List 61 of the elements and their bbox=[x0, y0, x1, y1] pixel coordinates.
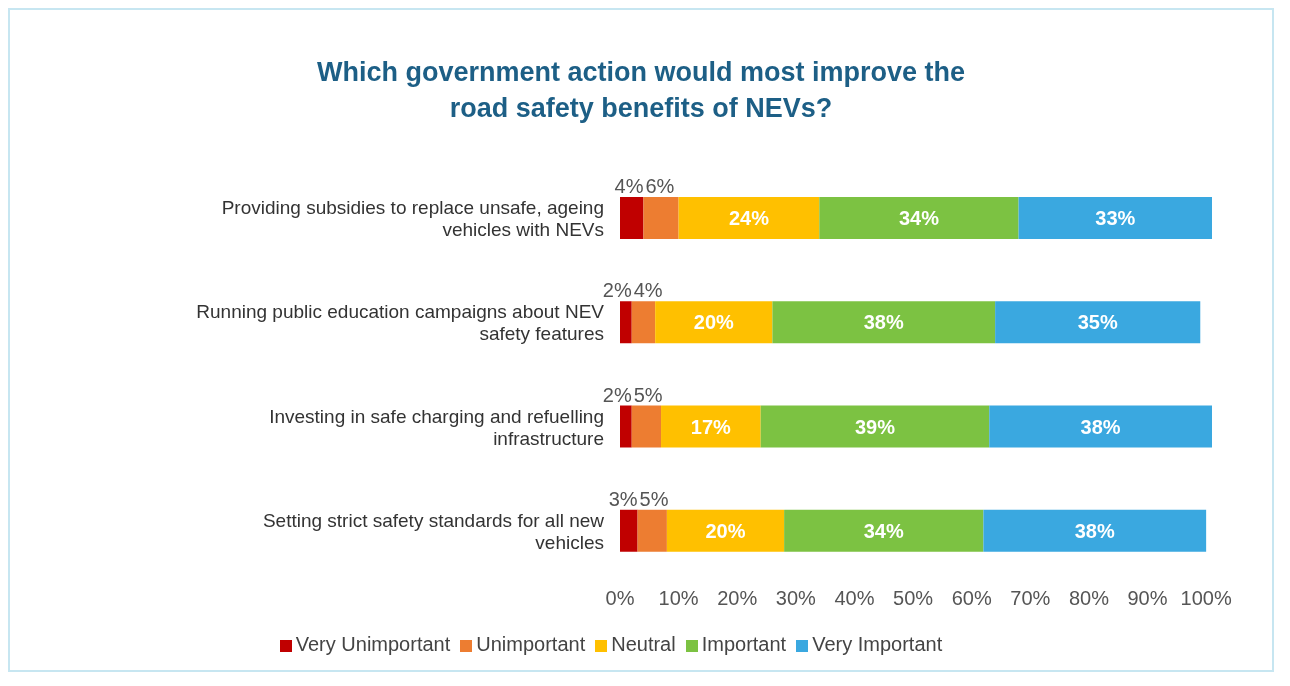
x-tick-label: 30% bbox=[775, 587, 817, 610]
data-label: 2% bbox=[602, 279, 632, 302]
data-label: 24% bbox=[728, 207, 770, 229]
data-label: 38% bbox=[863, 311, 904, 334]
bar bbox=[620, 197, 644, 239]
data-label: 20% bbox=[693, 311, 735, 334]
data-label: 17% bbox=[690, 415, 732, 438]
x-tick-label: 80% bbox=[1068, 587, 1110, 610]
y-tick-label: Setting strict safety standards for all new vehicles bbox=[262, 509, 605, 553]
bar bbox=[983, 509, 1207, 552]
x-tick-label: 20% bbox=[717, 587, 758, 610]
bar bbox=[772, 301, 996, 344]
x-tick-label: 10% bbox=[658, 587, 699, 610]
data-label: 34% bbox=[863, 519, 904, 542]
data-label: 35% bbox=[1077, 311, 1118, 334]
bar bbox=[655, 301, 773, 344]
bar bbox=[661, 405, 761, 448]
data-label: 2% bbox=[602, 383, 632, 406]
bar bbox=[995, 301, 1201, 344]
legend-label: Important bbox=[701, 633, 787, 655]
bar bbox=[666, 509, 785, 552]
data-label: 4% bbox=[614, 175, 644, 197]
y-tick-label: Investing in safe charging and refuelling infrastructure bbox=[269, 405, 604, 449]
data-label: 6% bbox=[645, 175, 675, 197]
bar bbox=[678, 197, 820, 239]
x-tick-label: 50% bbox=[893, 587, 934, 610]
data-label: 3% bbox=[608, 487, 638, 510]
legend-label: Very Important bbox=[812, 633, 943, 655]
chart-title: Which government action would most improve the road safety benefits of NEVs? bbox=[315, 56, 967, 125]
bar bbox=[620, 509, 638, 552]
x-tick-label: 0% bbox=[605, 587, 635, 610]
bar bbox=[819, 197, 1019, 239]
data-label: 38% bbox=[1074, 519, 1115, 542]
bar bbox=[784, 509, 984, 552]
data-label: 5% bbox=[639, 487, 669, 510]
data-label: 34% bbox=[898, 207, 940, 229]
x-tick-label: 70% bbox=[1010, 587, 1051, 610]
legend-label: Very Unimportant bbox=[295, 633, 451, 655]
bar bbox=[760, 405, 990, 448]
x-tick-label: 90% bbox=[1127, 587, 1168, 610]
data-label: 4% bbox=[633, 279, 663, 302]
legend-label: Unimportant bbox=[476, 633, 586, 655]
x-tick-label: 40% bbox=[834, 587, 875, 610]
bar bbox=[620, 405, 632, 448]
data-label: 39% bbox=[854, 415, 896, 438]
bar bbox=[620, 301, 632, 344]
y-tick-label: Running public education campaigns about NEV safety features bbox=[196, 300, 605, 344]
y-tick-label: Providing subsidies to replace unsafe, ageing vehicles with NEVs bbox=[221, 196, 604, 240]
x-tick-label: 100% bbox=[1180, 587, 1232, 610]
data-label: 20% bbox=[705, 519, 746, 542]
bar bbox=[1018, 197, 1212, 239]
legend-label: Neutral bbox=[611, 633, 676, 655]
data-label: 33% bbox=[1095, 207, 1136, 229]
bar bbox=[637, 509, 667, 552]
bar bbox=[989, 405, 1212, 448]
x-tick-label: 60% bbox=[951, 587, 992, 610]
bar bbox=[631, 301, 656, 344]
data-label: 5% bbox=[633, 383, 663, 406]
bar bbox=[631, 405, 662, 448]
data-label: 38% bbox=[1080, 415, 1121, 438]
bar bbox=[643, 197, 679, 239]
